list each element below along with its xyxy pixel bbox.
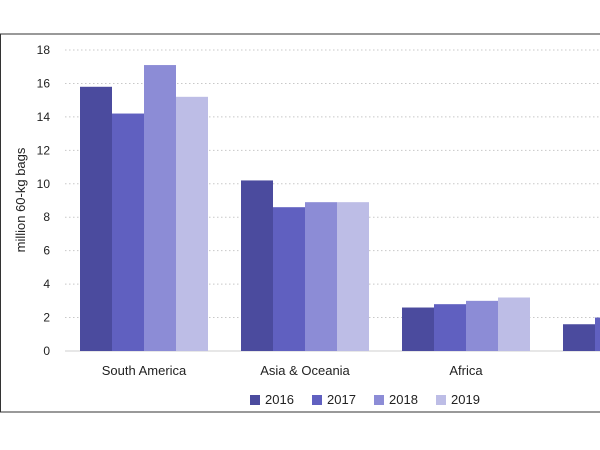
bar-2016-0 [80,86,112,352]
legend-swatch-2017 [312,395,322,405]
legend-swatch-2016 [250,395,260,405]
bar-2017-1 [273,207,305,351]
bar-2017-3 [595,317,600,351]
y-tick-label: 6 [43,244,50,258]
category-label: Africa [449,363,483,378]
y-tick-label: 14 [37,110,51,124]
category-label: Asia & Oceania [260,363,350,378]
bar-2019-1 [337,202,369,351]
bar-2018-0 [144,65,176,352]
legend-label-2017: 2017 [327,392,356,407]
legend-label-2018: 2018 [389,392,418,407]
bar-2019-0 [176,96,208,351]
bar-2016-3 [563,324,595,351]
legend: 2016 2017 2018 2019 [250,392,480,407]
category-label: South America [102,363,187,378]
y-tick-label: 0 [43,344,50,358]
legend-label-2016: 2016 [265,392,294,407]
bars [80,65,600,352]
y-tick-label: 12 [37,143,51,157]
y-tick-label: 8 [43,210,50,224]
y-tick-labels: 0 2 4 6 8 10 12 14 16 18 [37,43,51,358]
bar-2016-1 [241,180,273,351]
y-tick-label: 4 [43,277,50,291]
bar-2016-2 [402,307,434,351]
bar-2017-2 [434,304,466,351]
legend-label-2019: 2019 [451,392,480,407]
y-axis-title: million 60-kg bags [13,147,28,252]
legend-swatch-2018 [374,395,384,405]
y-tick-label: 18 [37,43,51,57]
y-tick-label: 16 [37,76,51,90]
bar-2018-2 [466,300,498,351]
bar-2019-2 [498,297,530,351]
y-tick-label: 10 [37,177,51,191]
y-tick-label: 2 [43,311,50,325]
bar-2018-1 [305,202,337,351]
legend-swatch-2019 [436,395,446,405]
bar-2017-0 [112,113,144,352]
